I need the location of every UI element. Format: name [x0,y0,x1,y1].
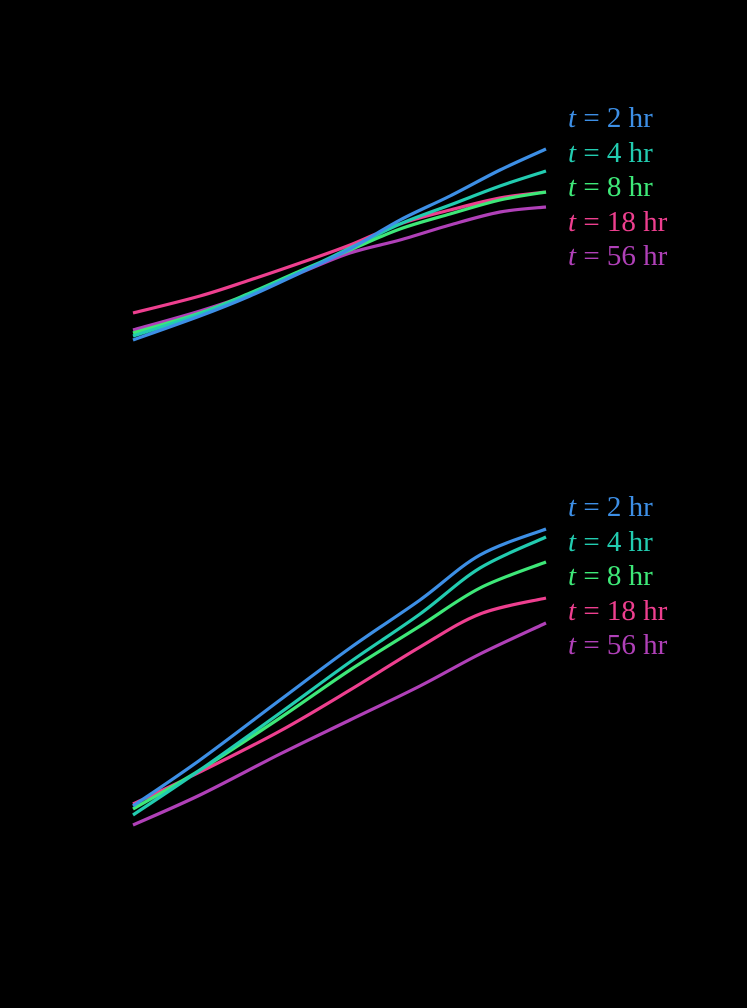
legend-item: t = 8 hr [568,559,667,594]
legend-var: t [568,136,577,169]
legend-item: t = 56 hr [568,239,667,274]
legend-var: t [568,240,577,272]
legend-label: = 56 hr [576,240,668,272]
series-line [132,205,547,332]
legend-label: = 56 hr [576,629,668,661]
legend-item: t = 18 hr [568,594,667,629]
bottom-chart-lines [132,527,547,827]
legend-item: t = 4 hr [568,136,667,171]
legend-item: t = 2 hr [568,490,667,525]
legend-label: = 18 hr [576,594,668,627]
series-line [132,527,547,808]
legend-item: t = 18 hr [568,205,667,240]
bottom-chart-axes [109,480,560,871]
legend-item: t = 2 hr [568,101,667,136]
legend-var: t [568,560,577,592]
top-chart [109,90,560,381]
series-line [132,147,547,342]
legend-var: t [568,594,577,627]
legend-var: t [568,491,577,523]
top-legend: t = 2 hr t = 4 hr t = 8 hr t = 18 hr t =… [568,101,667,274]
legend-var: t [568,102,577,134]
legend-var: t [568,205,577,238]
legend-item: t = 56 hr [568,628,667,663]
legend-label: = 18 hr [576,205,668,238]
legend-label: = 2 hr [576,491,653,523]
legend-label: = 4 hr [576,136,653,169]
legend-var: t [568,171,577,203]
legend-var: t [568,525,577,558]
bottom-legend: t = 2 hr t = 4 hr t = 8 hr t = 18 hr t =… [568,490,667,663]
series-line [132,596,547,806]
legend-label: = 2 hr [576,102,653,134]
bottom-chart [109,480,560,871]
series-line [132,535,547,817]
series-line [132,190,547,315]
top-chart-lines [132,147,547,342]
legend-item: t = 4 hr [568,525,667,560]
top-chart-axes [109,90,560,381]
legend-label: = 8 hr [576,560,653,592]
legend-item: t = 8 hr [568,170,667,205]
series-line [132,621,547,827]
legend-label: = 8 hr [576,171,653,203]
legend-var: t [568,629,577,661]
legend-label: = 4 hr [576,525,653,558]
